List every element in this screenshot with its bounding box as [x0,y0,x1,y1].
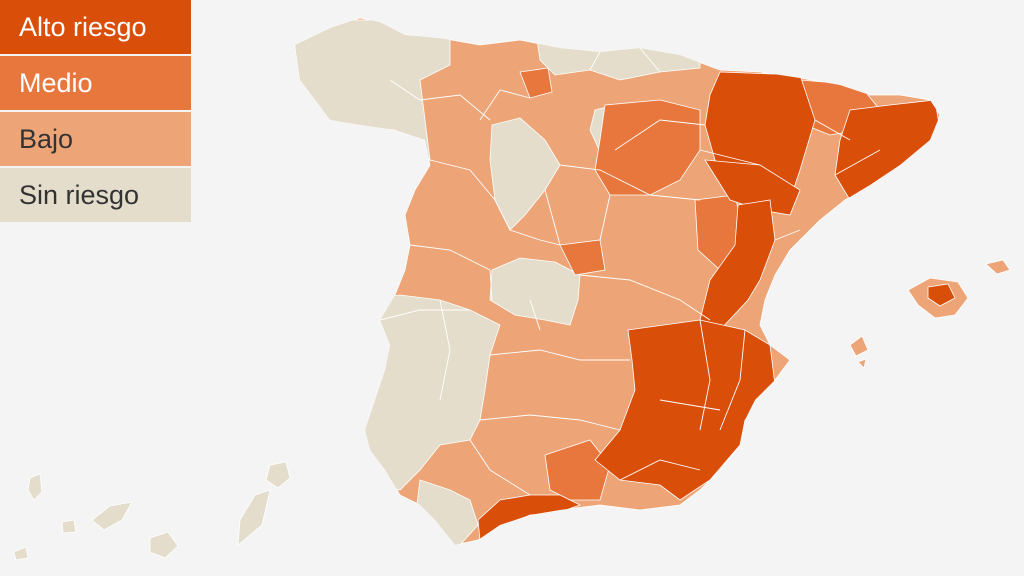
region-soria-medio [594,99,701,196]
island-la-gomera [61,519,77,534]
region-castellon-alto [699,199,776,331]
region-cuenca-medio [559,239,606,276]
region-borders [379,47,881,496]
region-castilla-north [489,117,561,231]
island-fuerteventura [237,489,271,546]
region-madrid-area [489,257,581,326]
island-tenerife [91,501,133,531]
legend-item-medio: Medio [0,56,191,110]
island-la-palma [27,473,43,501]
island-el-hierro [13,546,29,561]
island-gran-canaria [149,531,179,559]
region-granada-medio [544,439,611,501]
region-catalonia-alto [834,99,940,201]
island-ibiza [849,335,869,357]
legend-item-alto: Alto riesgo [0,0,191,54]
island-menorca [985,259,1011,275]
island-mallorca-alto [927,283,956,307]
legend-item-sin: Sin riesgo [0,168,191,222]
island-formentera [857,358,867,369]
region-cantabria-medio [519,67,553,99]
island-lanzarote [265,461,291,489]
legend: Alto riesgo Medio Bajo Sin riesgo [0,0,191,222]
legend-item-bajo: Bajo [0,112,191,166]
region-southeast-alto [594,319,776,501]
